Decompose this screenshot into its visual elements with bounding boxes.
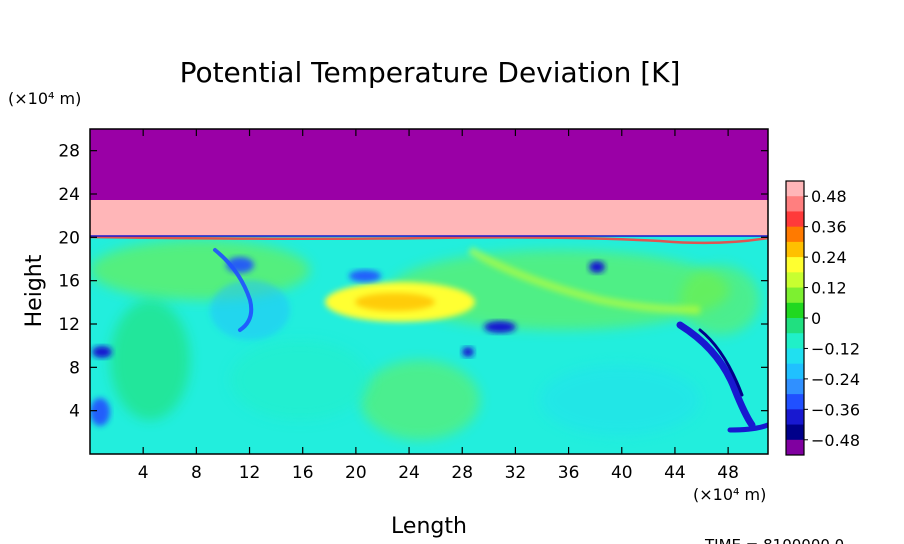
green-swirl <box>360 360 480 440</box>
colorbar-tick-label: −0.24 <box>811 370 860 389</box>
cold-blob <box>92 346 112 358</box>
y-axis-unit: (×10⁴ m) <box>8 89 81 108</box>
colorbar-segment <box>786 302 804 319</box>
colorbar-segment <box>786 211 804 228</box>
cold-filament <box>213 248 254 332</box>
colorbar-tick-label: 0.48 <box>811 187 847 206</box>
y-tick-label: 12 <box>58 315 80 335</box>
y-tick-label: 24 <box>58 185 80 205</box>
colorbar-tick-label: −0.12 <box>811 339 860 358</box>
y-tick-label: 8 <box>69 358 80 378</box>
x-tick-label: 40 <box>611 463 633 483</box>
warm-anomaly-core <box>355 293 435 311</box>
plot-area <box>90 129 768 454</box>
x-tick-label: 32 <box>505 463 527 483</box>
upper-layer <box>90 129 768 200</box>
x-tick-label: 12 <box>239 463 261 483</box>
colorbar-segment <box>786 424 804 441</box>
x-tick-label: 48 <box>717 463 739 483</box>
x-tick-label: 24 <box>398 463 420 483</box>
x-axis-title: Length <box>391 514 467 539</box>
cold-blob <box>484 321 516 333</box>
y-tick-label: 16 <box>58 272 80 292</box>
colorbar-tick-label: 0.12 <box>811 279 847 298</box>
x-tick-label: 20 <box>345 463 367 483</box>
cold-blob <box>589 261 605 273</box>
colorbar-segment <box>786 363 804 380</box>
colorbar-tick-label: 0 <box>811 309 821 328</box>
green-streak <box>467 246 701 314</box>
colorbar-tick-label: 0.36 <box>811 218 847 237</box>
colorbar-tick-label: −0.48 <box>811 431 860 450</box>
x-ticks: 4 8 12 16 20 24 28 32 36 40 44 48 <box>138 129 739 483</box>
colorbar-segment <box>786 333 804 349</box>
colorbar-segment <box>786 196 804 212</box>
y-tick-label: 28 <box>58 142 80 162</box>
time-label: TIME = 8100000.0 <box>704 536 844 544</box>
x-axis-unit: (×10⁴ m) <box>693 485 766 504</box>
colorbar-segment <box>786 439 804 456</box>
y-ticks: 4 8 12 16 20 24 28 <box>58 142 768 422</box>
cold-blob <box>90 398 110 426</box>
y-tick-label: 4 <box>69 402 80 422</box>
cyan-swirl <box>540 365 700 435</box>
interface-edge <box>90 235 768 245</box>
colorbar-segment <box>786 318 804 334</box>
band-layer <box>90 199 768 236</box>
x-tick-label: 4 <box>138 463 149 483</box>
colorbar-tick-label: −0.36 <box>811 400 860 419</box>
colorbar-segment <box>786 272 804 289</box>
x-tick-label: 16 <box>292 463 314 483</box>
colorbar-segment <box>786 257 804 273</box>
field-texture <box>90 240 768 440</box>
y-axis-title: Height <box>22 254 47 327</box>
green-swirl <box>680 265 760 335</box>
colorbar-segment <box>786 226 804 243</box>
x-tick-label: 44 <box>664 463 686 483</box>
green-swirl <box>110 300 190 420</box>
plot-frame <box>89 128 769 455</box>
colorbar-segment <box>786 409 804 426</box>
cold-filament <box>676 321 756 429</box>
cold-filament <box>727 422 768 433</box>
colorbar-tick-label: 0.24 <box>811 248 847 267</box>
colorbar-segment <box>786 241 804 258</box>
colorbar-segment <box>786 287 804 304</box>
colorbar-segment <box>786 394 804 410</box>
x-tick-label: 8 <box>191 463 202 483</box>
cold-filament <box>698 328 744 397</box>
y-tick-label: 20 <box>58 228 80 248</box>
cyan-swirl <box>230 340 370 420</box>
cold-blob <box>462 347 474 357</box>
x-tick-label: 36 <box>558 463 580 483</box>
colorbar-segment <box>786 348 804 365</box>
colorbar-segment <box>786 181 804 197</box>
cold-blob <box>349 270 381 282</box>
colorbar: 0.48 0.36 0.24 0.12 0 −0.12 −0.24 −0.36 −0.48 <box>785 180 860 456</box>
colorbar-segment <box>786 378 804 395</box>
chart-title: Potential Temperature Deviation [K] <box>180 56 681 89</box>
x-tick-label: 28 <box>451 463 473 483</box>
